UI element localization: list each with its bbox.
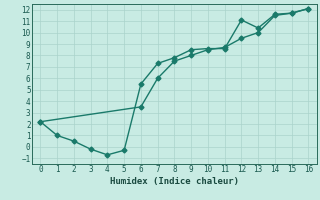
X-axis label: Humidex (Indice chaleur): Humidex (Indice chaleur)	[110, 177, 239, 186]
